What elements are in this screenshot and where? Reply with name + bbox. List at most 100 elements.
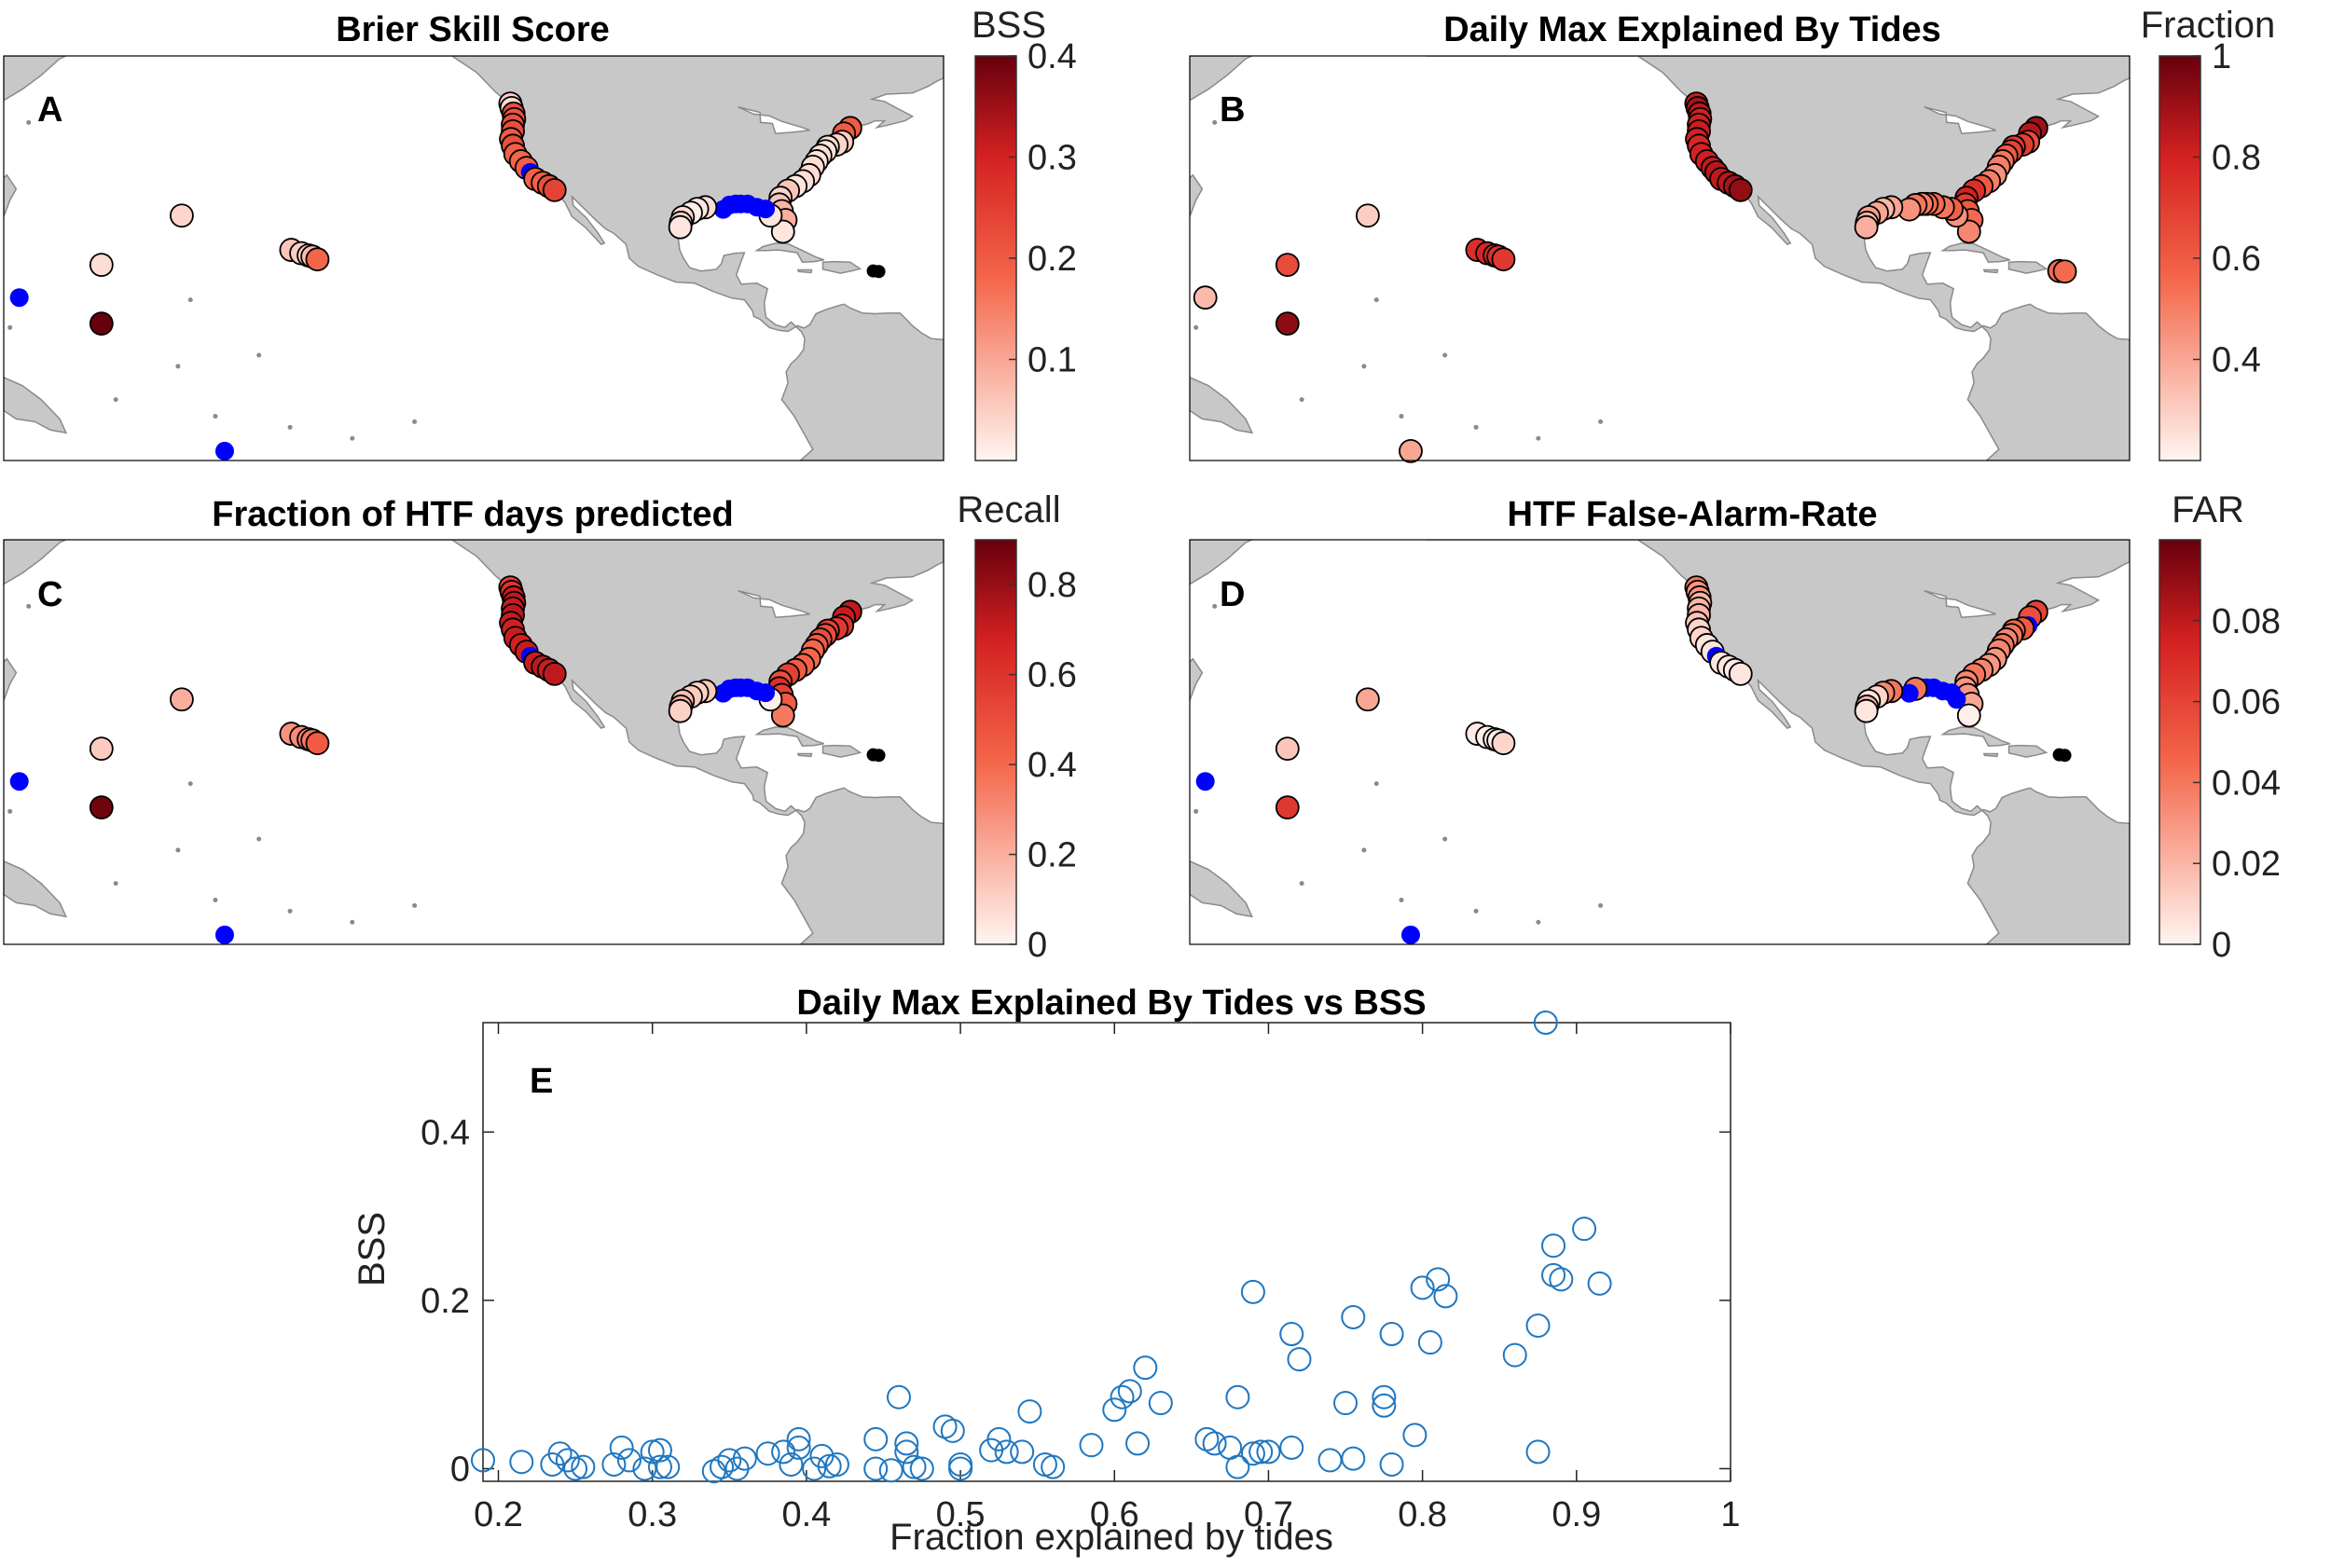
asia-landmass bbox=[1190, 56, 1253, 102]
colorbar-tick-label: 0.6 bbox=[2212, 240, 2261, 279]
scatter-point bbox=[786, 1426, 811, 1451]
scatter-axes-frame bbox=[482, 1022, 1731, 1482]
station-marker bbox=[89, 736, 114, 762]
japan-landmass bbox=[4, 173, 18, 217]
small-island bbox=[113, 881, 118, 887]
station-marker bbox=[89, 311, 114, 337]
map-frame bbox=[3, 55, 945, 461]
japan-landmass bbox=[4, 657, 18, 701]
panel-d-title: HTF False-Alarm-Rate bbox=[1508, 495, 1878, 534]
map-layer bbox=[4, 56, 944, 461]
panel-a-letter: A bbox=[37, 90, 62, 130]
station-marker bbox=[1399, 438, 1423, 463]
station-marker bbox=[1728, 177, 1753, 202]
scatter-point bbox=[878, 1458, 903, 1483]
scatter-point bbox=[1248, 1439, 1274, 1465]
scatter-point bbox=[1240, 1279, 1265, 1304]
small-island bbox=[187, 781, 193, 787]
panel-c-colorbar-label: Recall bbox=[957, 489, 1060, 530]
panel-e-xlabel: Fraction explained by tides bbox=[890, 1517, 1333, 1558]
scatter-point bbox=[1525, 1313, 1551, 1338]
panel-b-colorbar: 0.4 0.6 0.8 1 bbox=[2159, 37, 2261, 461]
colorbar-tick-label: 0.2 bbox=[1028, 836, 1077, 875]
colorbar-tick-label: 0.1 bbox=[1028, 341, 1077, 380]
japan-landmass bbox=[1190, 173, 1204, 217]
map-layer bbox=[4, 540, 944, 944]
small-island bbox=[1193, 808, 1199, 814]
small-island bbox=[26, 119, 32, 125]
colorbar-tick-label: 0.4 bbox=[1028, 746, 1077, 785]
colorbar-tick-label: 1 bbox=[2212, 37, 2231, 76]
scatter-point bbox=[471, 1448, 495, 1473]
small-island bbox=[287, 908, 293, 914]
small-island bbox=[287, 424, 293, 430]
great-lakes bbox=[738, 589, 810, 618]
panel-c-letter: C bbox=[37, 575, 62, 614]
station-no-data bbox=[214, 441, 234, 461]
x-tick-label: 0.8 bbox=[1398, 1495, 1447, 1534]
panel-e-letter: E bbox=[530, 1062, 553, 1101]
panel-e-ylabel: BSS bbox=[352, 1212, 393, 1286]
panel-e: 0.2 0.3 0.4 0.5 0.6 0.7 0.8 0.9 100.20.4 bbox=[421, 1011, 1741, 1534]
scatter-point bbox=[710, 1454, 735, 1479]
scatter-point bbox=[1549, 1267, 1574, 1292]
scatter-point bbox=[1587, 1271, 1612, 1296]
scatter-point bbox=[894, 1431, 919, 1456]
scatter-point bbox=[655, 1454, 681, 1479]
x-tick-label: 1 bbox=[1720, 1495, 1740, 1534]
scatter-point bbox=[909, 1456, 934, 1481]
hispaniola-landmass bbox=[2007, 260, 2048, 274]
small-island bbox=[1361, 847, 1367, 853]
scatter-point bbox=[1433, 1284, 1458, 1309]
scatter-point bbox=[555, 1448, 580, 1473]
colorbar-tick-label: 0.2 bbox=[1028, 240, 1077, 279]
station-marker bbox=[89, 795, 114, 820]
station-no-data bbox=[1195, 772, 1215, 791]
scatter-point bbox=[786, 1435, 811, 1460]
small-island bbox=[187, 297, 193, 303]
station-marker bbox=[1491, 731, 1516, 756]
small-island bbox=[1536, 919, 1541, 925]
station-marker bbox=[89, 253, 114, 278]
small-island bbox=[113, 397, 118, 403]
panel-a-title: Brier Skill Score bbox=[336, 10, 610, 49]
small-island bbox=[1193, 324, 1199, 330]
jamaica-landmass bbox=[796, 268, 813, 274]
station-undefined bbox=[2058, 749, 2072, 763]
small-island bbox=[350, 435, 355, 441]
asia-landmass bbox=[1190, 540, 1253, 585]
small-island bbox=[1598, 902, 1604, 908]
scatter-point bbox=[1410, 1275, 1435, 1300]
colorbar-tick-label: 0 bbox=[2212, 926, 2231, 965]
panel-a-colorbar: 0.1 0.2 0.3 0.4 bbox=[974, 37, 1077, 461]
new-guinea-landmass bbox=[4, 860, 68, 918]
scatter-point bbox=[771, 1439, 796, 1465]
scatter-point bbox=[755, 1441, 780, 1466]
colorbar-tick-label: 0.6 bbox=[1028, 656, 1077, 695]
station-no-data bbox=[1400, 925, 1420, 944]
great-lakes bbox=[1924, 589, 1996, 618]
station-undefined bbox=[872, 749, 886, 763]
scatter-point bbox=[1102, 1397, 1127, 1423]
small-island bbox=[213, 897, 218, 902]
cuba-landmass bbox=[1940, 726, 2011, 747]
colorbar-tick-label: 0.02 bbox=[2212, 845, 2281, 884]
x-tick-label: 0.9 bbox=[1552, 1495, 1601, 1534]
station-undefined bbox=[872, 265, 886, 279]
scatter-point bbox=[1525, 1439, 1551, 1465]
x-tick-label: 0.3 bbox=[628, 1495, 677, 1534]
colorbar-tick-label: 0.06 bbox=[2212, 683, 2281, 722]
scatter-point bbox=[1502, 1342, 1527, 1368]
x-tick-label: 0.4 bbox=[781, 1495, 831, 1534]
map-layer bbox=[1190, 540, 2130, 944]
small-island bbox=[1399, 897, 1404, 902]
asia-landmass bbox=[4, 56, 67, 102]
panel-d-colorbar: 0 0.02 0.04 0.06 0.08 bbox=[2159, 539, 2281, 965]
scatter-point bbox=[1225, 1454, 1250, 1479]
scatter-point bbox=[1125, 1431, 1151, 1456]
new-guinea-landmass bbox=[1190, 860, 1254, 918]
station-marker bbox=[305, 731, 330, 756]
station-marker bbox=[305, 247, 330, 272]
scatter-point bbox=[1287, 1347, 1312, 1372]
scatter-point bbox=[609, 1435, 634, 1460]
